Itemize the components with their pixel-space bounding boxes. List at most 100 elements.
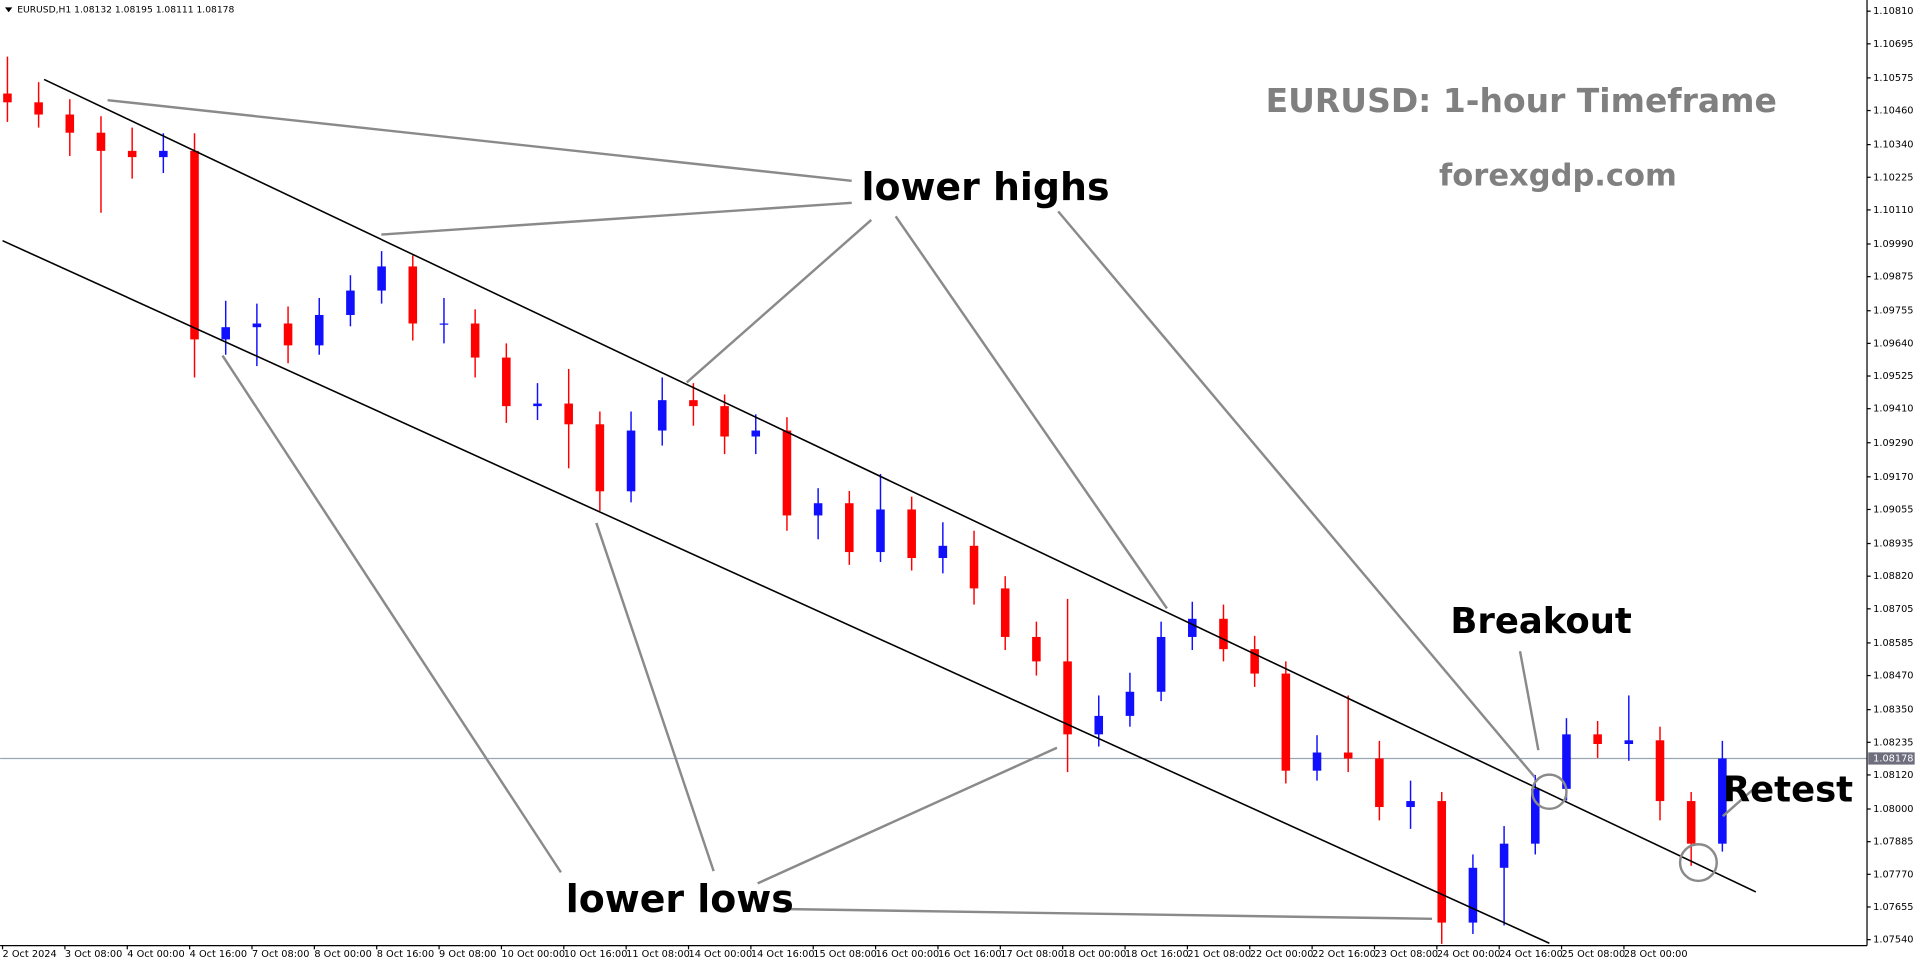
candle-body — [502, 357, 511, 407]
pointer — [782, 907, 1433, 921]
candle-body — [1686, 801, 1696, 844]
y-tick-label: 1.10460 — [1873, 106, 1913, 117]
candle-body — [1312, 752, 1322, 771]
x-tick-label: 9 Oct 08:00 — [439, 949, 496, 960]
candle-body — [1406, 801, 1415, 808]
candle-body — [1593, 734, 1602, 745]
y-tick-label: 1.10810 — [1873, 6, 1913, 17]
candle-body — [1125, 691, 1135, 716]
pointer — [595, 522, 715, 872]
candle-body — [314, 314, 324, 346]
candle-body — [595, 424, 605, 492]
candle-body — [1156, 636, 1166, 692]
x-tick-label: 3 Oct 08:00 — [65, 949, 122, 960]
x-tick-label: 10 Oct 00:00 — [501, 949, 565, 960]
candle-body — [1468, 867, 1478, 923]
candle-body — [1094, 715, 1104, 735]
x-tick-label: 23 Oct 08:00 — [1374, 949, 1438, 960]
candle-body — [1281, 673, 1291, 771]
x-tick-label: 7 Oct 08:00 — [252, 949, 309, 960]
symbol-header: EURUSD,H1 1.08132 1.08195 1.08111 1.0817… — [17, 4, 234, 15]
x-tick-label: 14 Oct 16:00 — [751, 949, 815, 960]
x-tick-label: 16 Oct 00:00 — [876, 949, 940, 960]
y-tick-label: 1.09525 — [1873, 371, 1913, 382]
y-tick-label: 1.08585 — [1873, 638, 1913, 649]
x-tick-label: 21 Oct 08:00 — [1187, 949, 1251, 960]
lower-channel — [2, 239, 1550, 944]
x-tick-label: 11 Oct 08:00 — [626, 949, 690, 960]
y-tick-label: 1.10225 — [1873, 172, 1913, 183]
candle-body — [1437, 801, 1447, 923]
candle-body — [813, 503, 823, 516]
candle-body — [34, 102, 43, 115]
x-tick-label: 22 Oct 16:00 — [1312, 949, 1376, 960]
y-tick-label: 1.09640 — [1873, 338, 1913, 349]
candle-body — [751, 430, 761, 437]
x-tick-label: 25 Oct 08:00 — [1562, 949, 1626, 960]
candle-body — [564, 403, 573, 425]
annotation: lower highs — [861, 165, 1109, 209]
candle-body — [845, 503, 854, 553]
candle-body — [1000, 588, 1010, 637]
annotation: lower lows — [566, 877, 794, 921]
candle-body — [439, 323, 449, 325]
pointer — [221, 354, 562, 874]
y-tick-label: 1.08935 — [1873, 539, 1913, 550]
candle-body — [1624, 740, 1634, 745]
pointer — [1722, 787, 1756, 818]
candle-body — [1032, 636, 1041, 662]
chart-subtitle: forexgdp.com — [1439, 159, 1677, 194]
candle-body — [3, 93, 12, 103]
candle-body — [876, 509, 885, 553]
y-tick-label: 1.10110 — [1873, 205, 1913, 216]
pointer — [381, 201, 852, 236]
candle-body — [65, 114, 75, 133]
y-tick-label: 1.10575 — [1873, 73, 1913, 84]
pointer — [757, 746, 1058, 885]
candle-body — [689, 400, 698, 407]
candle-body — [1375, 758, 1384, 808]
y-tick-label: 1.09410 — [1873, 404, 1913, 415]
price-label-box — [1868, 752, 1915, 765]
x-tick-label: 17 Oct 08:00 — [1000, 949, 1064, 960]
candle-body — [221, 327, 230, 340]
candle-body — [1219, 618, 1228, 650]
y-tick-label: 1.07655 — [1873, 902, 1913, 913]
y-tick-label: 1.10695 — [1873, 39, 1913, 50]
price-layer: 1.10810 1.10695 1.10575 1.10460 1.10340 1.102… — [0, 6, 1915, 960]
annotation: Breakout — [1450, 601, 1632, 642]
pointer — [1057, 210, 1536, 778]
candle-body — [96, 132, 106, 151]
candle-body — [1499, 843, 1509, 868]
x-tick-label: 8 Oct 00:00 — [314, 949, 371, 960]
candle-body — [657, 400, 667, 431]
candle-body — [720, 406, 729, 437]
y-tick-label: 1.08000 — [1873, 804, 1913, 815]
header-icon — [4, 7, 13, 13]
candle-body — [1562, 734, 1571, 789]
x-tick-label: 18 Oct 00:00 — [1063, 949, 1127, 960]
candle-body — [252, 323, 262, 328]
candle-body — [377, 266, 386, 291]
x-tick-label: 14 Oct 00:00 — [689, 949, 753, 960]
candle-body — [1655, 740, 1665, 802]
x-tick-label: 18 Oct 16:00 — [1125, 949, 1189, 960]
y-tick-label: 1.09055 — [1873, 504, 1913, 515]
y-tick-label: 1.09875 — [1873, 272, 1913, 283]
annotation: Retest — [1723, 770, 1853, 811]
candle-body — [470, 323, 480, 358]
chart-title: EURUSD: 1-hour Timeframe — [1266, 81, 1777, 120]
x-tick-label: 28 Oct 00:00 — [1624, 949, 1688, 960]
y-tick-label: 1.08820 — [1873, 571, 1913, 582]
candle-body — [127, 150, 137, 158]
candle-body — [346, 290, 355, 315]
y-tick-label: 1.09170 — [1873, 472, 1913, 483]
candle-body — [1250, 649, 1259, 674]
x-tick-label: 24 Oct 00:00 — [1437, 949, 1501, 960]
candle-body — [1188, 618, 1197, 637]
y-tick-label: 1.07540 — [1873, 935, 1913, 946]
y-tick-label: 1.08350 — [1873, 705, 1913, 716]
y-tick-label: 1.07885 — [1873, 837, 1913, 848]
